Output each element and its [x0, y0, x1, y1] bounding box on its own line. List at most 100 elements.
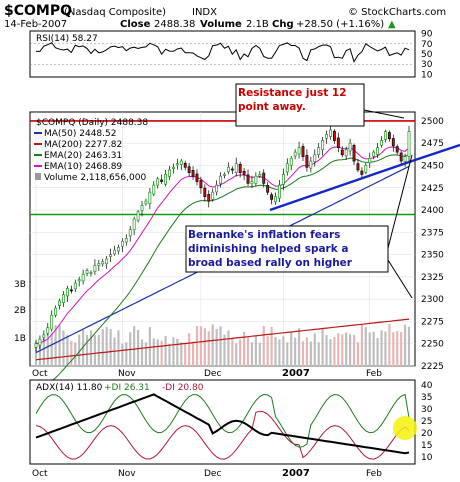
candle-body — [175, 163, 179, 166]
candle-body — [148, 191, 152, 205]
volume-bar — [97, 334, 100, 366]
price-tick-label: 2275 — [421, 317, 444, 327]
rsi-tick-label: 30 — [421, 60, 433, 70]
volume-bar — [176, 338, 179, 366]
volume-bars — [34, 324, 411, 366]
price-panel: 2500 2475 2450 2425 2400 2375 2350 2325 2300 2275… — [14, 83, 460, 388]
symbol-name: (Nasdaq Composite) — [64, 7, 166, 18]
adx-tick-label: 30 — [421, 405, 433, 415]
price-tick-label: 2475 — [421, 139, 444, 149]
candle-body — [372, 151, 376, 157]
x-label-nov: Nov — [118, 369, 136, 379]
volume-bar — [333, 337, 336, 366]
legend-item: Volume 2,118,656,000 — [44, 173, 146, 183]
candle-body — [179, 160, 183, 165]
volume-bar — [274, 337, 277, 366]
price-tick-label: 2250 — [421, 340, 444, 350]
volume-bar — [400, 331, 403, 366]
legend-item: EMA(20) 2463.31 — [44, 151, 122, 161]
volume-bar — [211, 324, 214, 366]
volume-bar — [388, 324, 391, 366]
candle-body — [109, 254, 113, 257]
candle-body — [344, 149, 348, 157]
chart-date: 14-Feb-2007 — [4, 19, 67, 30]
volume-bar — [38, 342, 42, 366]
resistance-annotation: Resistance just 12 point away. — [238, 87, 347, 113]
candle-body — [391, 138, 395, 147]
volume-bar — [101, 329, 104, 366]
volume-bar — [246, 337, 250, 366]
symbol: $COMPQ — [4, 3, 72, 19]
price-y-ticks: 2500 2475 2450 2425 2400 2375 2350 2325 2300 2275… — [421, 117, 444, 372]
volume-bar — [50, 332, 53, 366]
candle-body — [297, 147, 301, 155]
volume-bar — [384, 331, 387, 366]
candle-body — [270, 194, 274, 200]
candle-body — [34, 343, 38, 348]
candle-body — [380, 140, 383, 146]
volume-bar — [341, 334, 344, 366]
candle-body — [293, 151, 297, 157]
volume-bar — [325, 335, 328, 366]
legend-item: EMA(10) 2468.89 — [44, 162, 122, 172]
candle-body — [207, 194, 211, 202]
candle-body — [101, 261, 105, 265]
candle-body — [62, 294, 65, 303]
candle-body — [274, 196, 277, 203]
x-label-feb: Feb — [366, 369, 382, 379]
volume-bar — [164, 335, 167, 366]
price-tick-label: 2425 — [421, 184, 444, 194]
candle-body — [215, 184, 219, 193]
candle-body — [336, 137, 340, 148]
price-x-axis: Oct Nov Dec 2007 Feb — [32, 368, 382, 379]
candle-body — [352, 145, 356, 162]
resistance-callout-pointer — [363, 109, 405, 119]
volume-bar — [203, 328, 206, 366]
bernanke-pointer-up — [387, 154, 413, 249]
rsi-line — [36, 42, 410, 63]
volume-bar — [62, 330, 65, 366]
volume-label: Volume — [200, 19, 242, 30]
close-value: 2488.38 — [154, 19, 195, 30]
volume-bar — [313, 333, 316, 366]
volume-bar — [403, 324, 407, 366]
candle-body — [234, 163, 238, 173]
volume-bar — [207, 331, 210, 366]
candle-body — [136, 211, 140, 221]
price-tick-label: 2225 — [421, 362, 444, 372]
volume-bar — [152, 338, 155, 366]
volume-bar — [356, 342, 360, 366]
volume-bar — [133, 326, 136, 366]
volume-bar — [254, 335, 257, 366]
candle-body — [329, 129, 332, 137]
candle-body — [128, 229, 132, 237]
adx-x-label-feb: Feb — [366, 469, 382, 479]
candle-body — [246, 174, 250, 184]
rsi-tick-label: 90 — [421, 30, 433, 40]
candle-body — [262, 172, 266, 184]
candle-body — [321, 140, 325, 150]
volume-bar — [286, 342, 289, 366]
volume-bar — [372, 331, 375, 366]
candle-body — [403, 156, 407, 162]
candle-body — [219, 175, 222, 184]
volume-y-ticks: 3B 2B 1B — [14, 280, 26, 344]
volume-bar — [376, 338, 379, 366]
candle-body — [285, 163, 289, 173]
volume-bar — [243, 332, 246, 366]
volume-bar — [262, 325, 265, 366]
volume-bar — [360, 324, 363, 366]
candle-body — [384, 131, 387, 140]
volume-bar — [345, 332, 348, 366]
exchange: INDX — [192, 7, 217, 18]
adx-tick-label: 10 — [421, 453, 433, 463]
adx-tick-label: 40 — [421, 381, 433, 391]
source-credit: © StockCharts.com — [348, 7, 446, 18]
candle-body — [132, 218, 136, 231]
chart-header: $COMPQ (Nasdaq Composite) INDX © StockCh… — [4, 3, 446, 30]
adx-tick-label: 15 — [421, 441, 432, 451]
candle-body — [65, 288, 69, 297]
candle-body — [144, 200, 148, 205]
candle-body — [54, 307, 58, 316]
volume-bar — [352, 334, 356, 366]
